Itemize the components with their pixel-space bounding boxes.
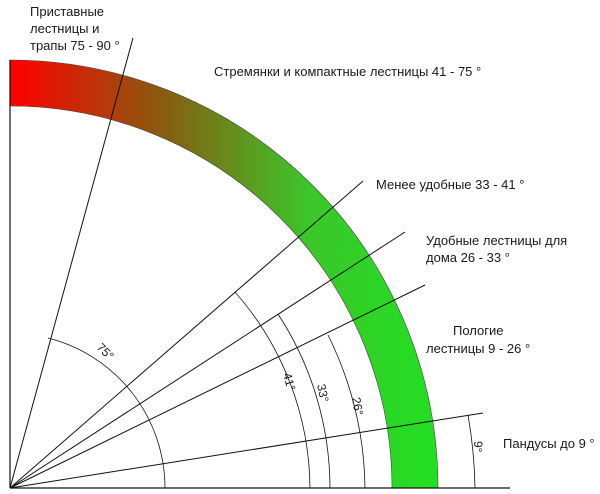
label-less-comfortable-33-41: Менее удобные 33 - 41 ° xyxy=(376,177,524,192)
ray-33 xyxy=(9,231,406,489)
angle-mark-33: 33° xyxy=(314,383,332,404)
label-gentle-9-26: Пологие лестницы 9 - 26 ° xyxy=(426,323,530,356)
arc-26 xyxy=(327,334,366,489)
arc-41 xyxy=(234,291,311,489)
ray-26 xyxy=(9,284,426,489)
arc-75 xyxy=(47,337,166,489)
angle-mark-26: 26° xyxy=(349,396,366,416)
ray-75 xyxy=(9,37,134,489)
label-ladders-75-90: Приставные лестницы и трапы 75 - 90 ° xyxy=(30,4,120,53)
ray-9 xyxy=(9,412,484,489)
ray-41 xyxy=(9,180,364,489)
angle-mark-9: 9° xyxy=(471,441,485,453)
arc-33 xyxy=(277,313,331,489)
label-stepladders-41-75: Стремянки и компактные лестницы 41 - 75 … xyxy=(214,64,481,79)
angle-mark-41: 41° xyxy=(280,371,298,392)
arc-9 xyxy=(467,414,476,489)
angle-color-band xyxy=(9,59,439,489)
label-comfortable-26-33: Удобные лестницы для дома 26 - 33 ° xyxy=(426,233,571,265)
label-ramps-0-9: Пандусы до 9 ° xyxy=(503,436,595,451)
